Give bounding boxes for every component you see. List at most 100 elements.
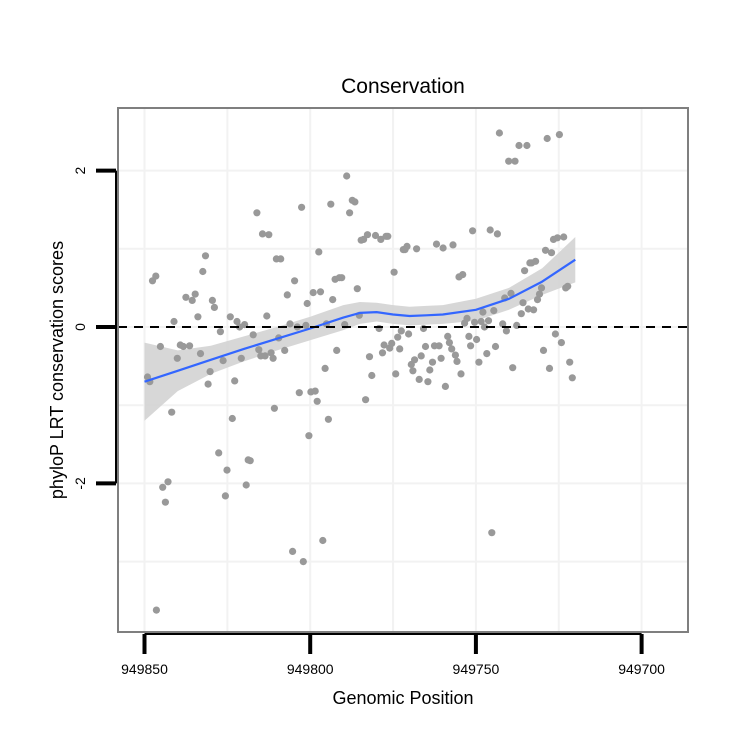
data-point: [424, 378, 432, 386]
data-point: [566, 358, 574, 366]
data-point: [437, 354, 445, 362]
data-point: [289, 547, 297, 556]
data-point: [441, 382, 449, 390]
data-point: [553, 234, 562, 242]
data-point: [283, 291, 291, 299]
data-point: [493, 230, 501, 238]
data-point: [210, 303, 218, 311]
data-point: [490, 307, 498, 315]
panel-border: [117, 107, 689, 633]
smooth-line-group: [144, 258, 576, 383]
data-point: [329, 296, 337, 304]
data-point: [469, 227, 477, 235]
data-point: [281, 346, 289, 354]
data-point: [479, 308, 487, 316]
data-point: [511, 157, 519, 165]
x-tick-label: 949700: [618, 661, 665, 677]
x-axis: 949850 949800 949750 949700: [121, 633, 665, 677]
data-point: [208, 296, 216, 304]
x-tick-label: 949750: [453, 661, 500, 677]
grid-lines: [118, 108, 688, 632]
y-tick-label: 2: [72, 166, 88, 174]
data-point: [173, 354, 181, 362]
data-point: [362, 396, 370, 404]
data-point: [524, 305, 532, 313]
data-point: [270, 404, 278, 412]
data-point: [226, 313, 234, 321]
data-point: [179, 342, 187, 351]
data-point: [353, 285, 361, 293]
data-point: [255, 346, 263, 354]
data-point: [523, 141, 531, 150]
data-point: [286, 320, 294, 328]
data-point: [216, 328, 224, 336]
data-point: [495, 129, 503, 137]
data-point: [164, 478, 172, 486]
data-point: [378, 349, 387, 357]
data-point: [295, 389, 303, 397]
data-point: [258, 230, 267, 238]
data-point: [221, 492, 229, 500]
data-point: [277, 255, 285, 263]
data-point: [471, 318, 479, 326]
data-point: [321, 364, 329, 372]
data-point: [265, 231, 273, 239]
data-point: [204, 380, 212, 388]
data-point: [253, 209, 261, 217]
data-point: [319, 536, 327, 545]
data-point: [463, 314, 471, 322]
data-point: [551, 330, 560, 338]
data-point: [537, 284, 546, 292]
data-point: [231, 377, 239, 385]
data-point: [541, 246, 550, 254]
data-point: [394, 333, 402, 341]
data-point: [557, 339, 566, 347]
data-point: [533, 296, 542, 304]
data-point: [186, 342, 194, 350]
data-point: [377, 235, 385, 243]
y-axis: 2 0 -2: [72, 166, 117, 490]
data-point: [411, 356, 419, 364]
data-point: [333, 346, 341, 354]
data-point: [388, 339, 396, 347]
data-point: [405, 330, 413, 338]
data-point: [459, 271, 467, 279]
data-point: [302, 321, 310, 329]
data-point: [419, 324, 428, 333]
x-tick-label: 949800: [287, 661, 334, 677]
data-point: [532, 257, 540, 265]
data-point: [363, 231, 372, 239]
x-tick-label: 949850: [121, 661, 168, 677]
data-point: [206, 368, 214, 376]
data-point: [219, 357, 227, 365]
data-point: [313, 397, 321, 405]
data-point: [311, 387, 319, 395]
data-point: [453, 357, 461, 365]
data-point: [168, 408, 176, 416]
data-point: [384, 232, 392, 240]
data-point: [152, 606, 160, 614]
data-point: [475, 358, 483, 366]
data-point: [305, 432, 313, 440]
data-point: [483, 350, 491, 358]
data-point: [413, 245, 421, 253]
data-point: [215, 449, 223, 457]
data-points: [143, 129, 576, 614]
data-point: [159, 483, 167, 491]
data-point: [371, 231, 380, 240]
data-point: [439, 244, 447, 252]
data-point: [223, 466, 231, 474]
data-point: [327, 200, 335, 208]
data-point: [488, 529, 496, 537]
data-point: [242, 481, 250, 489]
y-axis-label: phyloP LRT conservation scores: [47, 241, 67, 499]
data-point: [432, 240, 441, 248]
data-point: [486, 226, 494, 234]
data-point: [152, 272, 160, 280]
data-point: [380, 341, 388, 349]
data-point: [170, 317, 178, 326]
data-point: [316, 288, 325, 296]
data-point: [346, 209, 354, 217]
data-point: [156, 342, 164, 351]
